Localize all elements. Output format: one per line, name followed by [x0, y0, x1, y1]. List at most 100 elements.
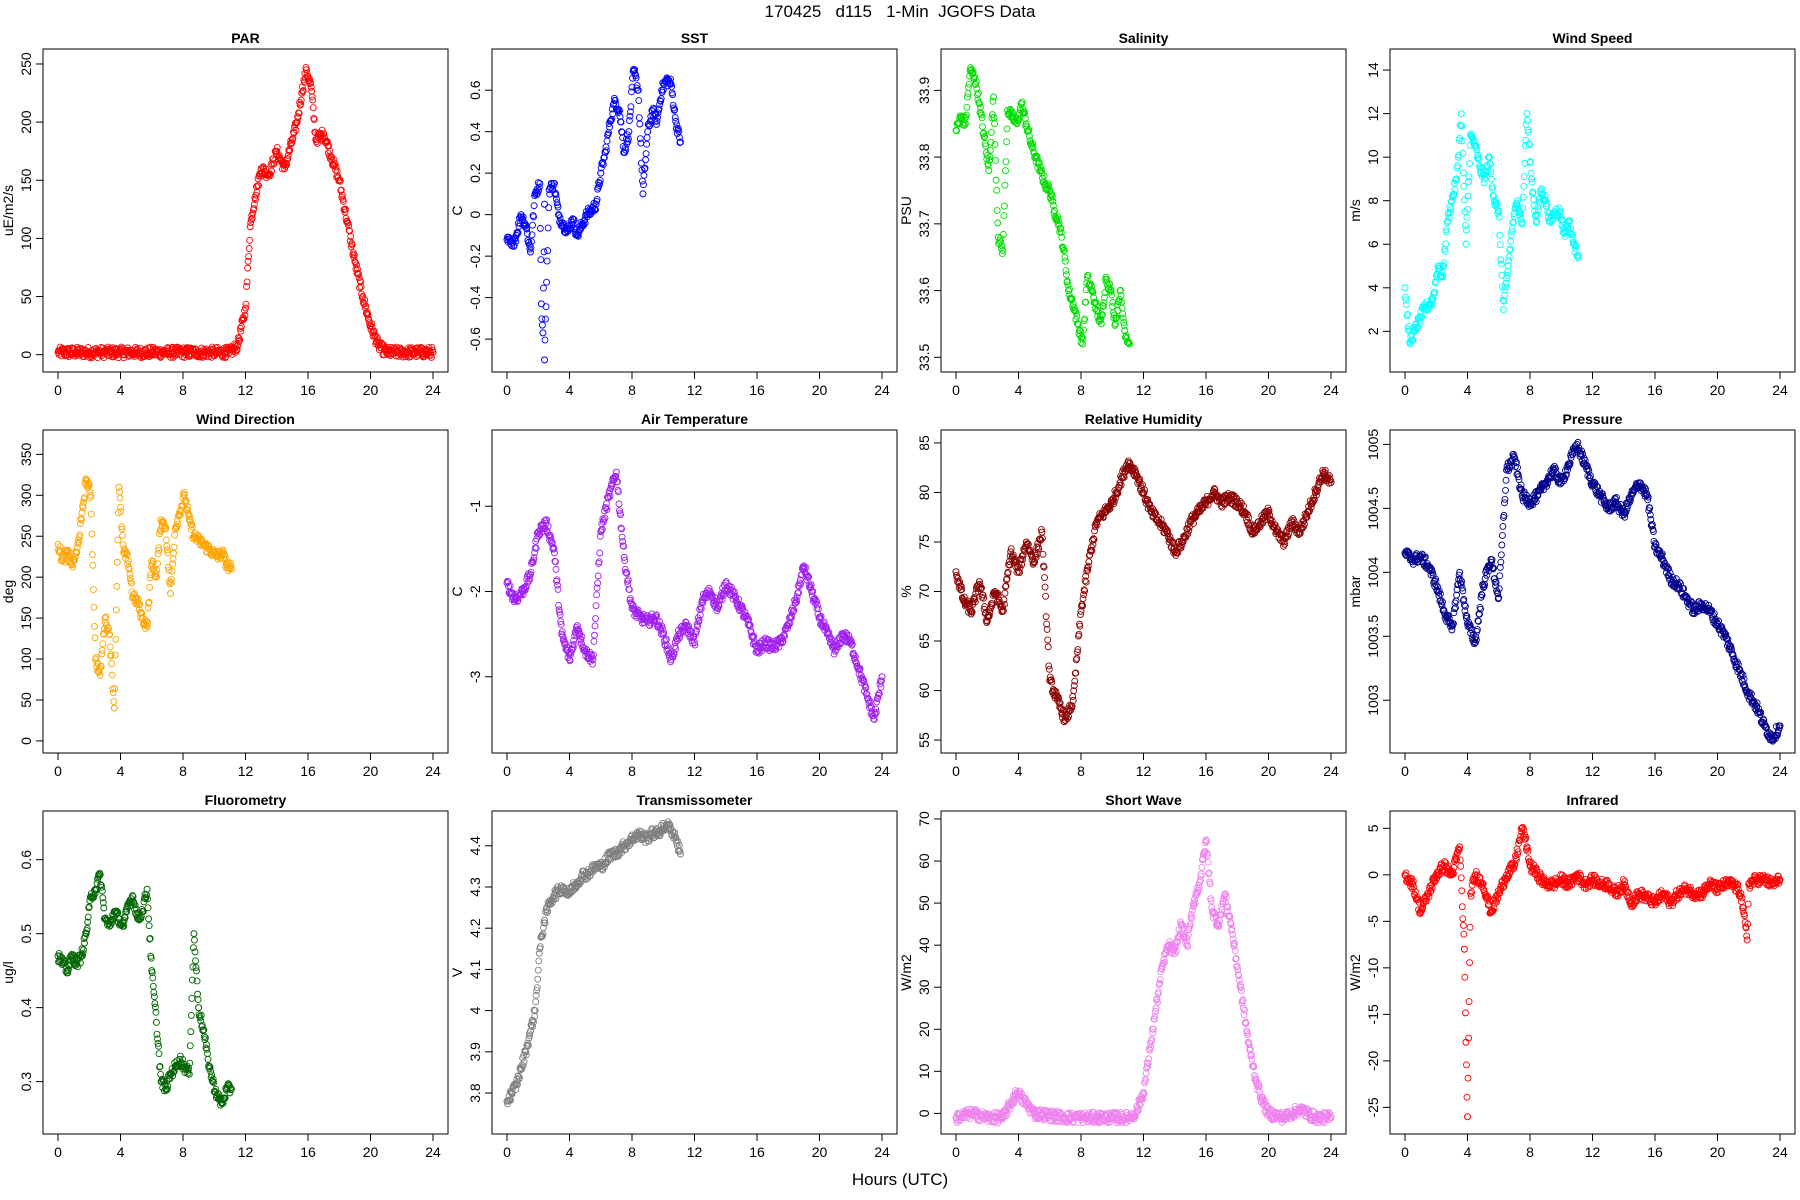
data-point [1082, 298, 1090, 306]
data-point [155, 546, 163, 554]
data-point [1451, 186, 1459, 194]
data-point [1471, 137, 1479, 145]
data-point [76, 520, 84, 528]
x-tick-label: 16 [749, 382, 765, 398]
data-point [663, 642, 671, 650]
data-point [667, 75, 674, 83]
x-tick-label: 0 [503, 382, 511, 398]
data-point [992, 156, 1000, 164]
data-point [1473, 147, 1481, 155]
data-point [1482, 167, 1490, 175]
data-point [195, 1004, 203, 1012]
data-point [313, 139, 321, 147]
data-point [596, 179, 604, 187]
data-point [182, 497, 190, 505]
data-point [282, 162, 290, 170]
data-point [88, 530, 96, 538]
data-point [1079, 335, 1087, 343]
data-point [1086, 281, 1094, 288]
data-point [1098, 311, 1106, 319]
data-point [648, 610, 656, 618]
data-point [590, 202, 597, 210]
data-point [166, 580, 174, 588]
data-point [588, 660, 596, 668]
data-point [286, 146, 294, 154]
x-tick-label: 24 [1323, 763, 1339, 779]
data-point [591, 622, 599, 630]
data-point [1502, 283, 1509, 291]
data-point [551, 190, 559, 198]
data-point [108, 660, 116, 668]
data-point [1064, 281, 1072, 289]
data-point [1493, 201, 1501, 209]
data-point [1120, 321, 1128, 329]
y-tick-label: 12 [1365, 106, 1381, 122]
data-point [1119, 314, 1127, 322]
data-point [112, 636, 120, 643]
x-tick-label: 0 [54, 1144, 62, 1160]
data-point [97, 663, 105, 671]
data-point [334, 174, 342, 182]
data-point [673, 121, 681, 129]
data-point [528, 238, 535, 245]
data-point [323, 138, 331, 145]
data-point [241, 311, 249, 319]
data-point [606, 492, 614, 500]
data-point [1488, 175, 1495, 183]
data-point [999, 247, 1007, 255]
data-point [1000, 212, 1008, 220]
y-axis-label: deg [0, 580, 16, 603]
x-tick-label: 0 [503, 763, 511, 779]
data-point [1414, 324, 1421, 332]
data-point [671, 106, 679, 113]
data-point [1437, 273, 1445, 281]
data-point [1049, 197, 1057, 205]
data-point [601, 148, 609, 156]
data-point [570, 641, 578, 648]
data-point [1572, 242, 1580, 249]
x-tick-label: 8 [1077, 382, 1085, 398]
data-point [204, 1050, 211, 1058]
data-point [318, 126, 326, 134]
data-point [175, 510, 183, 518]
data-point [878, 673, 886, 681]
y-tick-label: 80 [916, 484, 932, 500]
data-point [1450, 190, 1458, 198]
data-point [273, 143, 281, 151]
data-point [636, 135, 644, 143]
data-point [186, 517, 194, 525]
data-point [1526, 141, 1533, 149]
x-tick-label: 24 [874, 382, 890, 398]
data-point [540, 248, 548, 256]
data-point [577, 636, 585, 644]
data-point [343, 218, 350, 226]
data-point [1498, 541, 1506, 549]
data-point [998, 250, 1006, 257]
data-point [523, 225, 531, 233]
data-point [125, 565, 133, 573]
data-point [98, 887, 106, 895]
data-point [990, 93, 997, 101]
data-point [211, 547, 219, 555]
x-tick-label: 24 [1772, 763, 1788, 779]
data-point [126, 575, 134, 582]
y-tick-label: 65 [916, 633, 932, 649]
data-point [425, 344, 433, 352]
x-tick-label: 0 [54, 382, 62, 398]
data-point [336, 177, 344, 185]
data-point [90, 603, 98, 611]
y-tick-label: -0.4 [467, 285, 483, 309]
data-point [247, 219, 255, 227]
data-point [104, 624, 112, 632]
data-point [1495, 213, 1503, 221]
x-tick-label: 8 [628, 1144, 636, 1160]
data-point [126, 570, 134, 578]
data-point [557, 618, 565, 625]
data-point [1497, 256, 1505, 264]
data-point [111, 685, 119, 693]
data-point [1517, 216, 1525, 223]
y-tick-label: 0.2 [467, 163, 483, 183]
data-point [652, 612, 660, 619]
data-point [676, 138, 684, 146]
